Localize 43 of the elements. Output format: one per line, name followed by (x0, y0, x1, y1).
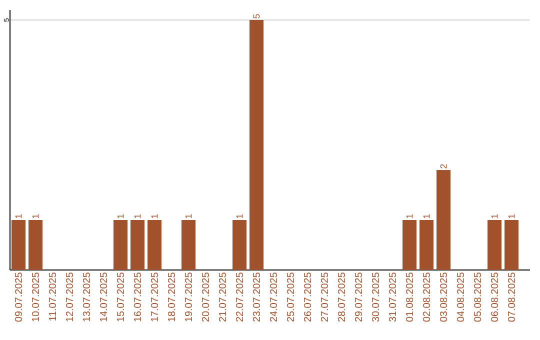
data-label: 1 (236, 214, 243, 218)
x-tick-label: 28.07.2025 (338, 272, 346, 322)
x-tick-label: 23.07.2025 (252, 272, 260, 322)
x-tick-label: 04.08.2025 (456, 272, 464, 322)
x-tick-label: 17.07.2025 (150, 272, 158, 322)
data-label: 1 (117, 214, 124, 218)
x-tick-label: 27.07.2025 (320, 272, 328, 322)
x-tick-label: 20.07.2025 (202, 272, 210, 322)
x-tick-label: 12.07.2025 (66, 272, 74, 322)
data-label: 1 (491, 214, 498, 218)
data-label: 1 (423, 214, 430, 218)
x-tick-label: 21.07.2025 (218, 272, 226, 322)
x-tick-label: 31.07.2025 (388, 272, 396, 322)
x-tick-label: 09.07.2025 (14, 272, 22, 322)
data-label: 1 (134, 214, 141, 218)
data-label: 1 (151, 214, 158, 218)
data-label: 1 (185, 214, 192, 218)
x-tick-label: 26.07.2025 (304, 272, 312, 322)
x-tick-label: 19.07.2025 (184, 272, 192, 322)
x-tick-label: 02.08.2025 (422, 272, 430, 322)
data-label: 5 (253, 14, 260, 18)
x-tick-label: 13.07.2025 (82, 272, 90, 322)
x-tick-label: 18.07.2025 (168, 272, 176, 322)
data-label: 2 (440, 164, 447, 168)
x-tick-label: 29.07.2025 (354, 272, 362, 322)
x-tick-label: 16.07.2025 (134, 272, 142, 322)
x-tick-label: 07.08.2025 (508, 272, 516, 322)
x-tick-label: 03.08.2025 (440, 272, 448, 322)
x-tick-label: 30.07.2025 (372, 272, 380, 322)
x-tick-label: 11.07.2025 (48, 272, 56, 321)
x-tick-label: 06.08.2025 (490, 272, 498, 322)
x-tick-label: 24.07.2025 (270, 272, 278, 322)
x-tick-label: 15.07.2025 (116, 272, 124, 322)
x-tick-label: 14.07.2025 (100, 272, 108, 322)
x-tick-label: 01.08.2025 (406, 272, 414, 322)
x-tick-label: 22.07.2025 (236, 272, 244, 322)
data-label: 1 (508, 214, 515, 218)
x-tick-label: 25.07.2025 (286, 272, 294, 322)
data-label: 1 (406, 214, 413, 218)
x-tick-label: 10.07.2025 (32, 272, 40, 322)
data-label: 1 (32, 214, 39, 218)
data-label: 1 (15, 214, 22, 218)
x-tick-label: 05.08.2025 (474, 272, 482, 322)
